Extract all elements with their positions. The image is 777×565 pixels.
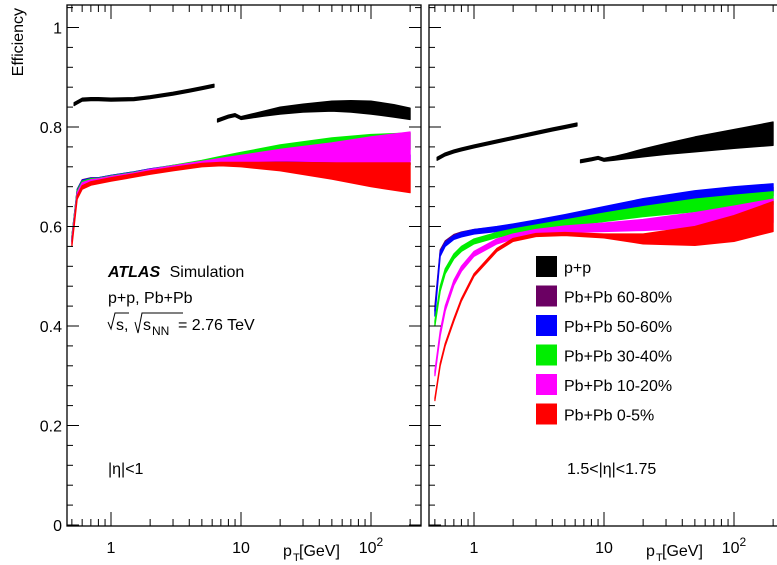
- left-eta-label: |η|<1: [108, 461, 144, 478]
- legend-swatch-pb-pb-60-80: [536, 285, 557, 307]
- legend-swatch-pb-pb-30-40: [536, 344, 557, 366]
- legend-label-pb-pb-30-40: Pb+Pb 30-40%: [564, 349, 672, 366]
- right-x-title-sub: T: [656, 552, 663, 564]
- left-panel: 1 10 102 0 0.2 0.4 0.6 0.8 1 ATLAS Simulation p+…: [40, 4, 422, 564]
- left-x-title-sub: T: [293, 552, 300, 564]
- right-x-tick-label: 1: [470, 540, 479, 557]
- right-x-title-unit: [GeV]: [662, 543, 703, 560]
- left-frame: [66, 4, 422, 527]
- left-plot-area: [71, 83, 411, 247]
- atlas-label: ATLAS: [107, 264, 160, 281]
- legend: p+p Pb+Pb 60-80% Pb+Pb 50-60% Pb+Pb 30-40% P…: [536, 256, 672, 425]
- right-eta-label: 1.5<|η|<1.75: [567, 461, 656, 478]
- right-band-p-p-1: [436, 122, 578, 161]
- legend-label-pb-pb-10-20: Pb+Pb 10-20%: [564, 378, 672, 395]
- sqrt-symbol-1: [107, 312, 129, 331]
- right-x-tick-label: 10: [595, 540, 613, 557]
- right-band-pb-pb-0-5-1: [434, 201, 774, 402]
- right-x-tick-label: 102: [722, 535, 747, 557]
- left-y-tick-label: 0.8: [40, 120, 62, 137]
- left-x-title-unit: [GeV]: [299, 543, 340, 560]
- left-x-title-p: p: [283, 543, 292, 560]
- left-x-axis-title: p T [GeV]: [283, 543, 340, 564]
- atlas-simulation-label: ATLAS Simulation: [107, 264, 244, 281]
- left-band-pb-pb-0-5-1: [71, 161, 411, 247]
- energy-sqrt-s: s,: [116, 317, 128, 334]
- legend-label-pb-pb-60-80: Pb+Pb 60-80%: [564, 290, 672, 307]
- right-axes: 1 10 102: [429, 5, 774, 557]
- left-x-tick-label: 10: [232, 540, 250, 557]
- left-band-p-p-2: [216, 100, 411, 123]
- left-y-tick-label: 1: [53, 21, 62, 38]
- energy-value: = 2.76 TeV: [178, 317, 255, 334]
- right-band-p-p-2: [579, 121, 774, 164]
- energy-sqrt-snn: s: [143, 317, 151, 334]
- left-axes: 1 10 102 0 0.2 0.4 0.6 0.8 1: [40, 5, 421, 557]
- systems-label: p+p, Pb+Pb: [108, 290, 193, 307]
- right-plot-area: [434, 121, 774, 402]
- y-axis-title: Efficiency: [10, 8, 27, 76]
- left-y-tick-label: 0.2: [40, 419, 62, 436]
- legend-swatch-pb-pb-10-20: [536, 374, 557, 395]
- left-band-p-p-1: [73, 83, 215, 107]
- right-frame: [428, 4, 777, 527]
- legend-swatch-pb-pb-50-60: [536, 315, 557, 336]
- simulation-label: Simulation: [170, 264, 245, 281]
- legend-label-p-p: p+p: [564, 260, 591, 277]
- legend-label-pb-pb-0-5: Pb+Pb 0-5%: [564, 408, 654, 425]
- left-x-tick-label: 102: [359, 535, 384, 557]
- right-panel: 1 10 102 p+p Pb+Pb 60-80% Pb+Pb 50-60% Pb+Pb …: [428, 4, 777, 564]
- legend-swatch-p-p: [536, 256, 557, 277]
- legend-swatch-pb-pb-0-5: [536, 403, 557, 425]
- energy-label: s, s NN = 2.76 TeV: [107, 312, 255, 338]
- energy-nn-subscript: NN: [152, 324, 169, 338]
- left-y-tick-label: 0: [53, 518, 62, 535]
- legend-label-pb-pb-50-60: Pb+Pb 50-60%: [564, 319, 672, 336]
- sqrt-symbol-2: [134, 312, 183, 334]
- right-x-title-p: p: [646, 543, 655, 560]
- left-y-tick-label: 0.6: [40, 220, 62, 237]
- right-x-axis-title: p T [GeV]: [646, 543, 703, 564]
- left-x-tick-label: 1: [107, 540, 116, 557]
- left-y-tick-label: 0.4: [40, 319, 62, 336]
